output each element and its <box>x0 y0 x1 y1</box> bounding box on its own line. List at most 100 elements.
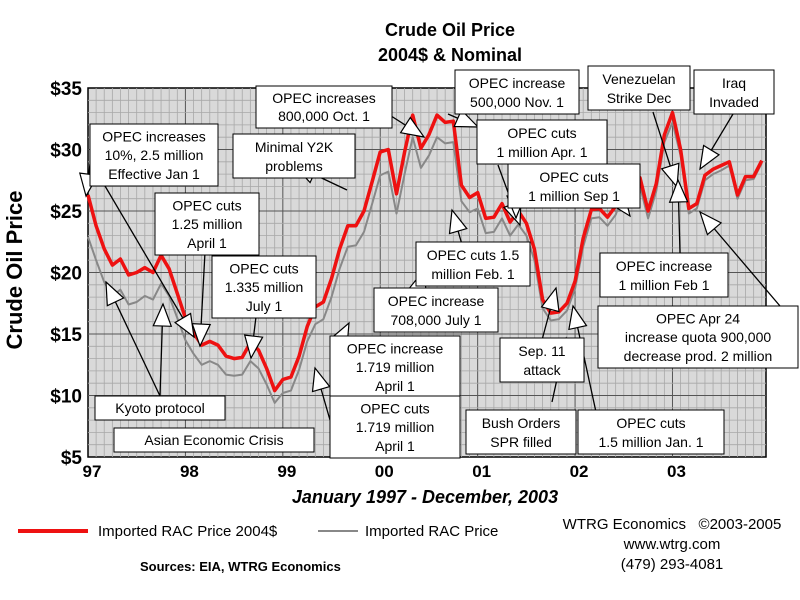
annotation-box-border <box>255 85 393 129</box>
website-text: www.wtrg.com <box>623 536 721 553</box>
annotation-text: 800,000 Oct. 1 <box>278 108 370 124</box>
annotation-box-border <box>465 409 577 455</box>
annotation-arrowhead <box>699 144 721 171</box>
annotation-box: OPEC cuts 1 million Apr. 1 <box>476 119 608 165</box>
annotation-text: 1 million Sep 1 <box>528 188 620 204</box>
annotation-text: Venezuelan <box>602 71 675 87</box>
annotation-box-border <box>373 287 499 333</box>
annotation-text: Invaded <box>709 94 759 110</box>
x-tick-label: 00 <box>375 462 394 481</box>
annotation-arrowhead <box>448 208 468 235</box>
axis-ticks: $5 $10 $15 $20 $25 $30 $35 97 98 99 00 01 02 03 <box>50 79 686 481</box>
annotation-text: Iraq <box>722 75 746 91</box>
annotation-text: OPEC Apr 24 <box>656 311 740 327</box>
annotation-box: OPEC cuts 1.719 million April 1 <box>329 395 461 459</box>
annotation-box-border <box>211 255 317 319</box>
annotation-text: 1.25 million <box>172 216 243 232</box>
annotation-text: 708,000 July 1 <box>390 312 481 328</box>
annotation-text: SPR filled <box>490 434 551 450</box>
annotation-box-border <box>454 69 580 115</box>
y-tick-label: $30 <box>50 141 82 162</box>
annotation-box-border <box>599 252 729 298</box>
annotation-text: OPEC cuts 1.5 <box>427 247 520 263</box>
annotation-text: OPEC increase <box>616 258 713 274</box>
y-tick-label: $35 <box>50 79 82 100</box>
annotation-text: million Feb. 1 <box>431 266 514 282</box>
annotation-box: OPEC increase 1.719 million April 1 <box>329 335 461 399</box>
annotation-text: 1 million Feb 1 <box>618 277 709 293</box>
annotation-text: OPEC cuts <box>616 415 685 431</box>
annotation-box: OPEC cuts 1.5 million Feb. 1 <box>415 241 531 287</box>
annotation-text: Strike Dec <box>607 90 672 106</box>
annotation-text: Minimal Y2K <box>255 139 334 155</box>
annotation-box-border <box>154 192 260 256</box>
annotation-text: OPEC cuts <box>539 169 608 185</box>
annotation-arrowhead <box>311 366 331 393</box>
legend-label-real: Imported RAC Price 2004$ <box>98 523 278 540</box>
annotation-text: OPEC cuts <box>229 261 298 277</box>
annotation-box: OPEC increase 500,000 Nov. 1 <box>454 69 580 115</box>
annotation-arrowhead <box>105 280 125 307</box>
y-tick-label: $20 <box>50 264 82 285</box>
x-tick-label: 02 <box>570 462 589 481</box>
annotation-text: Kyoto protocol <box>115 400 205 416</box>
y-tick-label: $5 <box>61 448 83 469</box>
annotations: OPEC increases 10%, 2.5 million Effective … <box>89 65 799 459</box>
annotation-box: OPEC Apr 24 increase quota 900,000 decreas… <box>597 305 799 369</box>
annotation-text: OPEC increases <box>102 129 205 145</box>
annotation-box-border <box>232 133 356 179</box>
annotation-arrow-line <box>104 185 195 338</box>
annotation-box: Bush Orders SPR filled <box>465 409 577 455</box>
annotation-box-border <box>476 119 608 165</box>
y-tick-label: $25 <box>50 202 82 223</box>
annotation-text: OPEC increase <box>388 293 485 309</box>
annotation-box: OPEC cuts 1.5 million Jan. 1 <box>577 409 725 455</box>
annotation-text: Asian Economic Crisis <box>144 432 283 448</box>
annotation-arrowhead <box>698 210 723 236</box>
annotation-arrowhead <box>191 322 212 348</box>
annotation-text: 1 million Apr. 1 <box>496 144 587 160</box>
annotation-box-border <box>597 305 799 369</box>
annotation-text: OPEC increase <box>347 341 444 357</box>
y-tick-label: $15 <box>50 325 82 346</box>
annotation-text: 500,000 Nov. 1 <box>470 94 564 110</box>
y-tick-label: $10 <box>50 387 82 408</box>
annotation-box: OPEC increases 10%, 2.5 million Effective … <box>89 123 219 187</box>
annotation-box: Sep. 11 attack <box>499 337 585 383</box>
annotation-box: Asian Economic Crisis <box>113 427 315 453</box>
annotation-text: Effective Jan 1 <box>108 166 200 182</box>
annotation-text: increase quota 900,000 <box>625 329 772 345</box>
annotation-text: OPEC cuts <box>360 401 429 417</box>
annotation-box: Iraq Invaded <box>693 69 775 115</box>
annotation-text: 1.719 million <box>356 359 435 375</box>
annotation-box: OPEC cuts 1.25 million April 1 <box>154 192 260 256</box>
x-axis-label: January 1997 - December, 2003 <box>292 487 558 507</box>
annotation-box: OPEC cuts 1.335 million July 1 <box>211 255 317 319</box>
annotation-text: OPEC cuts <box>172 198 241 214</box>
annotation-box-border <box>507 163 641 209</box>
annotation-box-border <box>415 241 531 287</box>
annotation-box-border <box>329 395 461 459</box>
annotation-text: 1.5 million Jan. 1 <box>598 434 703 450</box>
annotation-arrowhead <box>399 116 426 138</box>
y-axis-label: Crude Oil Price <box>2 191 27 350</box>
annotation-arrowhead <box>243 334 264 360</box>
annotation-box: Minimal Y2K problems <box>232 133 356 179</box>
annotation-box: Venezuelan Strike Dec <box>587 65 691 111</box>
series-line-nominal <box>87 121 763 404</box>
copyright-text: WTRG Economics ©2003-2005 <box>563 516 782 533</box>
annotation-text: July 1 <box>246 298 283 314</box>
annotation-text: 1.719 million <box>356 419 435 435</box>
annotation-box: OPEC increases 800,000 Oct. 1 <box>255 85 393 129</box>
x-tick-label: 99 <box>277 462 296 481</box>
annotation-text: April 1 <box>187 235 227 251</box>
annotation-box-border <box>89 123 219 187</box>
annotation-text: decrease prod. 2 million <box>624 348 773 364</box>
annotation-text: 1.335 million <box>225 279 304 295</box>
x-tick-label: 98 <box>180 462 199 481</box>
annotation-box: OPEC cuts 1 million Sep 1 <box>507 163 641 209</box>
x-tick-label: 03 <box>667 462 686 481</box>
annotation-box-border <box>577 409 725 455</box>
sources-text: Sources: EIA, WTRG Economics <box>140 559 341 574</box>
